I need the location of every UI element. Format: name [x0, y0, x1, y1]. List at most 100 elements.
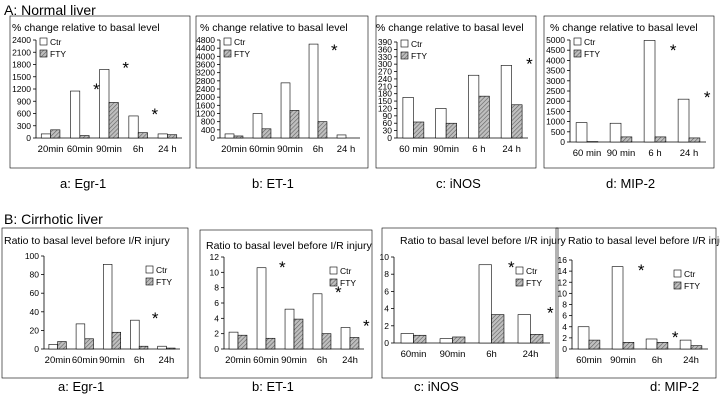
chart2-significance-star: * [331, 41, 338, 60]
chart6-xtick-label: 90min [281, 355, 307, 366]
chart7-xtick-label: 24h [523, 349, 539, 360]
chart8-legend-swatch-fty [673, 281, 682, 290]
chart2-ytick-label: 4000 [196, 51, 215, 61]
chart8-xtick-label: 24h [683, 355, 699, 366]
chart8-significance-star: * [638, 261, 645, 280]
chart6-xtick-label: 60min [253, 355, 279, 366]
chart4-ytick-label: 1000 [546, 117, 565, 127]
chart1-significance-star: * [152, 105, 159, 124]
chart8-legend-label-fty: FTY [684, 281, 700, 291]
chart8-bar-fty [622, 342, 635, 350]
chart4-legend-swatch-fty [573, 49, 582, 58]
chart6-legend-swatch-fty [329, 278, 338, 287]
chart7-bar-fty [491, 314, 505, 344]
chart3-legend-label-fty: FTY [411, 51, 427, 61]
chart6-ytick-label: 4 [214, 313, 219, 323]
chart2-ytick-label: 1200 [196, 109, 215, 119]
chart2-title: % change relative to basal level [200, 22, 348, 34]
chart2-bar-fty [289, 110, 300, 139]
chart4-bar-ctr [643, 40, 656, 143]
chart7-ytick-label: 10 [380, 252, 390, 262]
chart3-ytick-label: 210 [378, 81, 392, 91]
chart6-ytick-label: 2 [214, 329, 219, 339]
chart6-legend-label-ctr: Ctr [340, 266, 352, 276]
chart1-frame [9, 15, 191, 169]
chart3-bar-fty [413, 121, 425, 139]
chart4-xtick-label: 24 h [680, 148, 699, 159]
caption-b-mip2: d: MIP-2 [650, 379, 700, 394]
chart7-bar-ctr [439, 338, 453, 344]
chart3-ytick-label: 150 [378, 96, 392, 106]
chart2-xtick-label: 60min [249, 144, 275, 155]
chart2-ytick-label: 1600 [196, 100, 215, 110]
chart1-bar-ctr [99, 69, 110, 139]
chart1-ytick-label: 600 [17, 109, 31, 119]
chart2-bar-fty [261, 128, 272, 139]
chart8-legend-swatch-ctr [673, 269, 682, 278]
chart6-bar-ctr [284, 308, 295, 350]
chart1-bar-ctr [128, 115, 139, 139]
chart4-title: % change relative to basal level [550, 22, 698, 34]
chart8-bar-fty [656, 342, 669, 350]
chart8-ytick-label: 2 [562, 333, 567, 343]
chart4-legend-label-fty: FTY [584, 49, 600, 59]
caption-b-et1: b: ET-1 [252, 379, 294, 394]
chart4-ytick-label: 4500 [546, 45, 565, 55]
chart8-bar-ctr [645, 338, 658, 350]
chart3-ytick-label: 300 [378, 59, 392, 69]
chart1-xtick-label: 90min [96, 144, 122, 155]
chart6-ytick-label: 8 [214, 283, 219, 293]
chart5-bar-fty [111, 331, 122, 350]
chart4-legend-swatch-ctr [573, 37, 582, 46]
chart8-legend-label-ctr: Ctr [684, 269, 696, 279]
chart2-xtick-label: 90min [277, 144, 303, 155]
chart3-xtick-label: 24 h [502, 144, 521, 155]
chart4-xtick-label: 90 min [607, 148, 636, 159]
chart3-xtick-label: 90min [433, 144, 459, 155]
chart1-bar-fty [137, 132, 148, 139]
chart6-xtick-label: 20min [225, 355, 251, 366]
chart8-bar-fty [588, 339, 601, 350]
chart2-ytick-label: 0 [210, 133, 215, 143]
chart6-bar-fty [321, 333, 332, 350]
chart8-ytick-label: 0 [562, 344, 567, 354]
chart5-xtick-label: 6h [134, 355, 145, 366]
chart5-bar-fty [166, 347, 176, 350]
section-a-title: A: Normal liver [4, 2, 96, 18]
chart2-ytick-label: 3600 [196, 60, 215, 70]
chart3-bar-ctr [468, 74, 480, 139]
chart2-xtick-label: 24 h [337, 144, 356, 155]
chart5-xtick-label: 60min [72, 355, 98, 366]
chart2-ytick-label: 4800 [196, 35, 215, 45]
chart3-significance-star: * [526, 54, 533, 73]
chart5-legend-swatch-ctr [145, 265, 154, 274]
chart1-legend-swatch-fty [39, 49, 48, 58]
chart2-bar-ctr [308, 43, 319, 139]
chart3-ytick-label: 0 [387, 133, 392, 143]
chart8-ytick-label: 8 [562, 300, 567, 310]
chart5-bar-fty [138, 345, 149, 350]
chart5-bar-ctr [48, 344, 58, 350]
chart4-ytick-label: 4000 [546, 55, 565, 65]
chart6-bar-ctr [312, 293, 323, 350]
chart1-xtick-label: 20min [38, 144, 64, 155]
chart6-bar-fty [349, 337, 360, 350]
chart1-significance-star: * [93, 80, 100, 99]
chart7-xtick-label: 60min [401, 349, 427, 360]
chart5-ytick-label: 80 [30, 270, 40, 280]
chart3-bar-fty [478, 95, 490, 139]
chart1-legend-label-ctr: Ctr [50, 37, 62, 47]
chart7-significance-star: * [547, 304, 554, 323]
chart5-bar-fty [84, 338, 94, 350]
chart5-xtick-label: 24h [158, 355, 174, 366]
chart6-significance-star: * [279, 258, 286, 277]
chart8-frame [555, 227, 717, 379]
chart2-xtick-label: 6h [313, 144, 324, 155]
chart8-bar-ctr [679, 339, 692, 350]
chart1-bar-ctr [40, 133, 51, 139]
chart3-bar-fty [511, 104, 523, 139]
chart1-xtick-label: 6h [133, 144, 144, 155]
chart2-legend-label-ctr: Ctr [234, 37, 246, 47]
chart3-ytick-label: 180 [378, 89, 392, 99]
chart2-ytick-label: 2800 [196, 76, 215, 86]
